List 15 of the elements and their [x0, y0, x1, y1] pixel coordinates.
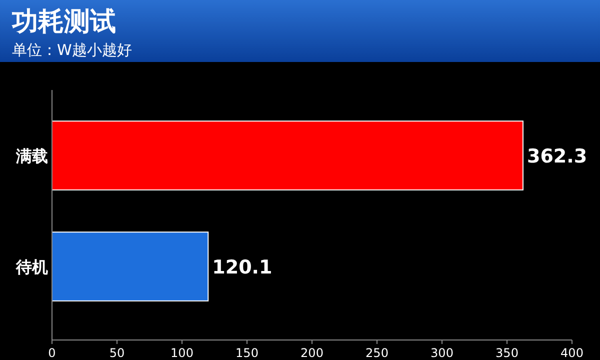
data-label: 362.3 — [526, 146, 588, 168]
x-tick-label: 150 — [236, 346, 258, 360]
data-label: 120.1 — [212, 256, 272, 278]
x-tick-label: 350 — [496, 346, 518, 360]
chart-title: 功耗测试 — [11, 7, 116, 37]
x-tick-label: 0 — [48, 346, 56, 360]
x-tick-label: 400 — [560, 346, 584, 360]
x-tick-label: 250 — [366, 346, 388, 360]
chart-subtitle: 单位：W越小越好 — [12, 41, 132, 59]
x-tick-label: 100 — [170, 346, 194, 360]
x-tick-label: 200 — [300, 346, 324, 360]
x-tick-label: 300 — [430, 346, 454, 360]
y-tick-label: 满载 — [15, 146, 48, 166]
y-tick-label: 待机 — [15, 258, 48, 276]
x-tick-label: 50 — [109, 346, 125, 360]
